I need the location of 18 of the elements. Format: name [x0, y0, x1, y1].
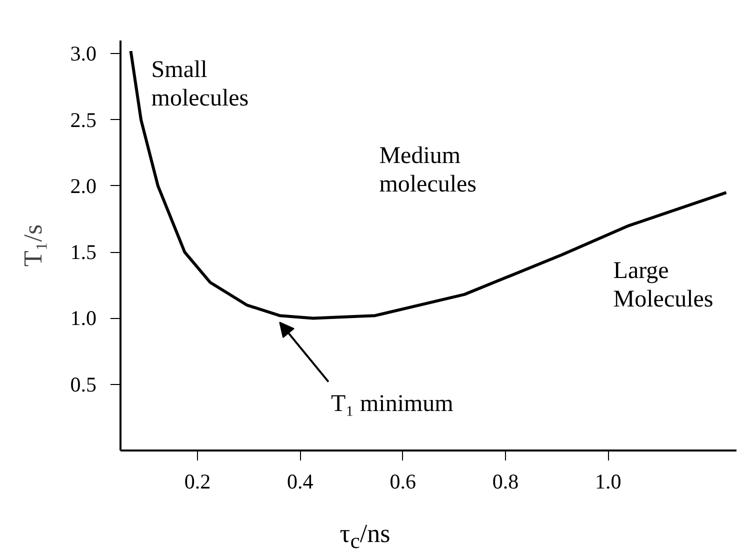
y-tick-label: 1.5: [70, 240, 96, 264]
annotation: T₁ minimum: [330, 390, 454, 417]
x-tick-label: 1.0: [595, 470, 622, 494]
x-tick-label: 0.2: [184, 470, 211, 494]
line-series: [129, 50, 728, 320]
y-tick-label: 0.5: [70, 372, 96, 396]
annotation: Medium molecules: [379, 143, 477, 198]
y-axis-title: T₁/s: [18, 224, 48, 267]
y-tick-label: 2.0: [70, 174, 96, 198]
y-tick-label: 3.0: [70, 42, 96, 66]
y-tick-label: 1.0: [70, 306, 96, 330]
x-tick-label: 0.4: [287, 470, 314, 494]
annotation: Large Molecules: [613, 258, 714, 312]
x-tick-label: 0.8: [492, 470, 519, 494]
x-axis-title: τ$_{c}$/ns: [340, 518, 390, 556]
y-tick-label: 2.5: [70, 108, 96, 132]
annotation: Small molecules: [151, 56, 249, 112]
x-tick-label: 0.6: [390, 470, 416, 494]
